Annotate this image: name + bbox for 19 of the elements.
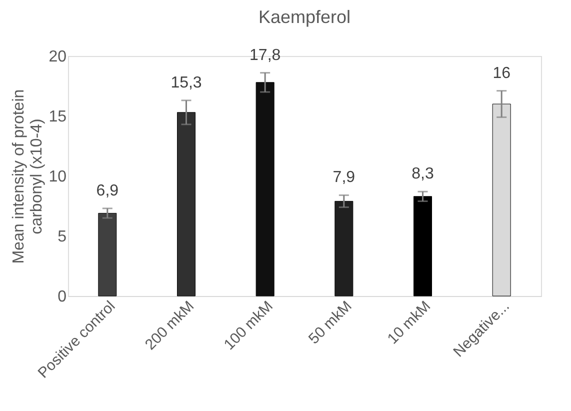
bar: [414, 196, 432, 296]
data-label: 17,8: [250, 46, 281, 64]
bar: [334, 200, 354, 296]
y-tick-label: 0: [58, 288, 67, 306]
y-tick-label: 5: [58, 228, 67, 246]
data-label: 7,9: [332, 169, 356, 186]
chart-title: Kaempferol: [258, 6, 351, 27]
data-label: 16: [492, 64, 511, 82]
y-tick-label: 10: [48, 168, 67, 186]
bar: [177, 112, 196, 296]
y-tick-label: 15: [48, 108, 67, 126]
y-axis-title: Mean intensity of protein carbonyl (x10-4): [10, 89, 46, 264]
y-tick-label: 20: [48, 48, 67, 66]
bar: [98, 212, 117, 296]
data-label: 6,9: [96, 182, 119, 200]
bar: [256, 82, 274, 296]
bar: [492, 104, 511, 296]
data-label: 8,3: [412, 166, 434, 183]
data-label: 15,3: [170, 74, 202, 92]
